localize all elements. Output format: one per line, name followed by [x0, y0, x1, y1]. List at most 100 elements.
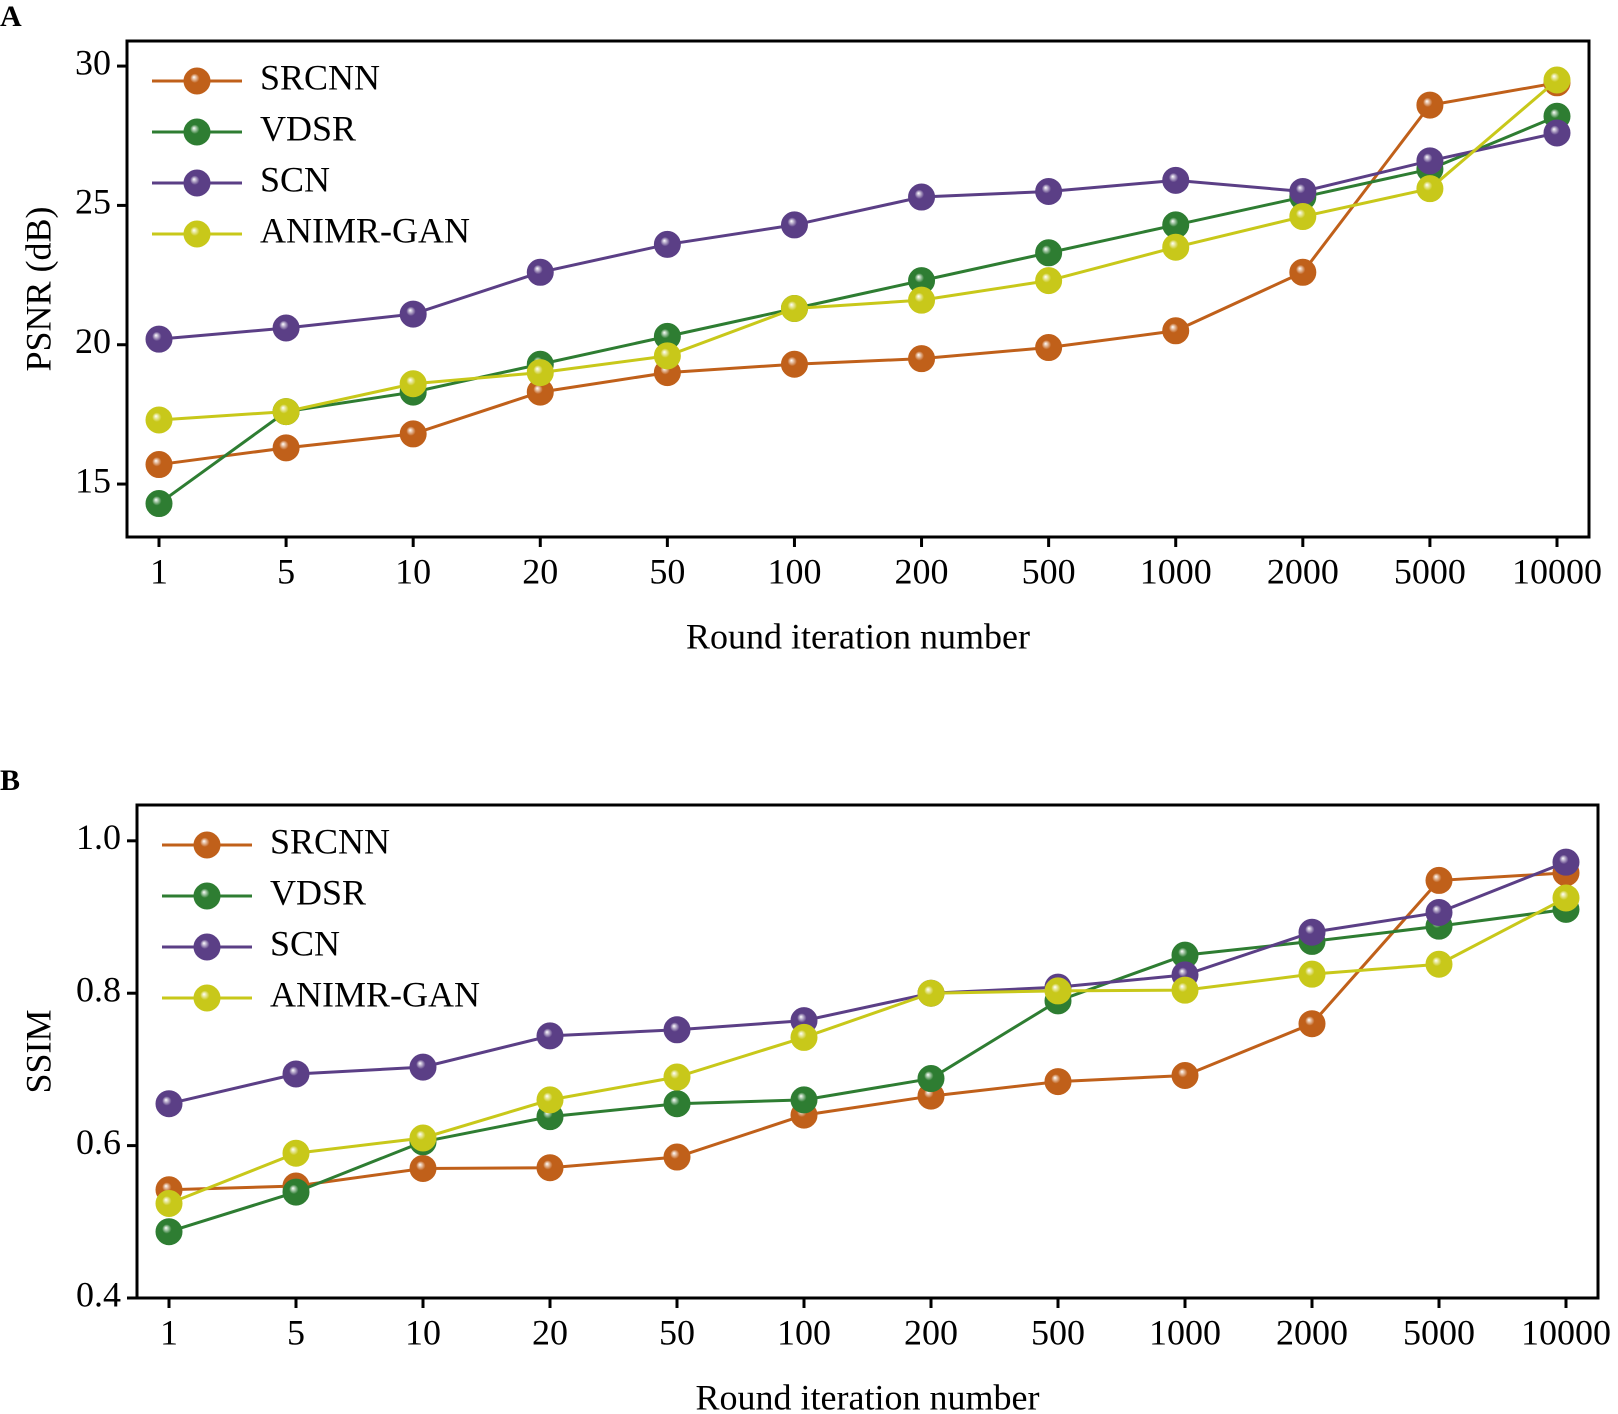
- y-tick-label: 15: [75, 460, 111, 500]
- legend-label: VDSR: [270, 872, 366, 912]
- y-tick-label: 30: [75, 42, 111, 82]
- marker: [1425, 866, 1453, 894]
- legend-marker: [183, 67, 211, 95]
- plot-frame: [135, 803, 1600, 1300]
- series-line: [158, 81, 1558, 467]
- marker: [780, 350, 808, 378]
- marker: [1425, 950, 1453, 978]
- marker: [1035, 267, 1063, 295]
- legend-label: SRCNN: [260, 57, 380, 97]
- marker: [409, 1124, 437, 1152]
- panel-label: A: [0, 0, 22, 33]
- marker: [917, 1065, 945, 1093]
- marker: [663, 1016, 691, 1044]
- marker: [1289, 177, 1317, 205]
- marker: [780, 295, 808, 323]
- marker: [282, 1060, 310, 1088]
- series-line: [168, 896, 1567, 1205]
- marker: [1171, 1062, 1199, 1090]
- plot-frame: [125, 39, 1591, 539]
- x-tick-label: 1000: [1149, 1312, 1221, 1352]
- marker: [1298, 1010, 1326, 1038]
- marker: [155, 1190, 183, 1218]
- marker: [917, 979, 945, 1007]
- series-line: [168, 860, 1567, 1106]
- marker: [1289, 203, 1317, 231]
- x-tick-label: 10: [405, 1312, 441, 1352]
- y-tick-label: 25: [75, 182, 111, 222]
- series-line: [158, 114, 1558, 505]
- marker: [282, 1139, 310, 1167]
- marker: [1416, 175, 1444, 203]
- legend-marker: [193, 933, 221, 961]
- marker: [1035, 239, 1063, 267]
- marker: [908, 286, 936, 314]
- marker: [1162, 166, 1190, 194]
- x-tick-label: 10000: [1512, 551, 1602, 591]
- marker: [282, 1178, 310, 1206]
- legend-marker: [183, 169, 211, 197]
- marker: [1171, 976, 1199, 1004]
- marker: [1162, 233, 1190, 261]
- x-tick-label: 1: [150, 551, 168, 591]
- legend-label: SRCNN: [270, 821, 390, 861]
- x-axis-label: Round iteration number: [696, 1377, 1040, 1414]
- x-tick-label: 10: [395, 551, 431, 591]
- x-tick-label: 200: [895, 551, 949, 591]
- x-tick-label: 2000: [1267, 551, 1339, 591]
- legend-label: VDSR: [260, 108, 356, 148]
- x-tick-label: 50: [649, 551, 685, 591]
- marker: [272, 434, 300, 462]
- x-tick-label: 5000: [1394, 551, 1466, 591]
- marker: [1552, 848, 1580, 876]
- marker: [1543, 66, 1571, 94]
- marker: [780, 211, 808, 239]
- x-tick-label: 5: [277, 551, 295, 591]
- marker: [409, 1053, 437, 1081]
- x-tick-label: 5: [287, 1312, 305, 1352]
- x-tick-label: 50: [659, 1312, 695, 1352]
- marker: [272, 314, 300, 342]
- y-tick-label: 1.0: [76, 817, 121, 857]
- marker: [1035, 177, 1063, 205]
- marker: [1425, 898, 1453, 926]
- marker: [1035, 334, 1063, 362]
- legend-label: ANIMR-GAN: [260, 210, 470, 250]
- marker: [790, 1086, 818, 1114]
- series-line: [158, 131, 1558, 341]
- marker: [145, 490, 173, 518]
- y-axis-label: SSIM: [18, 1009, 58, 1093]
- legend-label: SCN: [270, 923, 340, 963]
- marker: [399, 300, 427, 328]
- y-axis-label: PSNR (dB): [18, 206, 58, 371]
- series-line: [168, 907, 1567, 1234]
- x-tick-label: 20: [532, 1312, 568, 1352]
- marker: [1416, 91, 1444, 119]
- marker: [409, 1154, 437, 1182]
- x-tick-label: 100: [767, 551, 821, 591]
- x-tick-label: 1000: [1140, 551, 1212, 591]
- legend-marker: [183, 220, 211, 248]
- marker: [272, 398, 300, 426]
- marker: [653, 342, 681, 370]
- x-tick-label: 200: [904, 1312, 958, 1352]
- x-tick-label: 500: [1022, 551, 1076, 591]
- legend-marker: [183, 118, 211, 146]
- marker: [663, 1063, 691, 1091]
- legend-marker: [193, 984, 221, 1012]
- marker: [1298, 960, 1326, 988]
- marker: [1162, 317, 1190, 345]
- marker: [908, 345, 936, 373]
- x-tick-label: 2000: [1276, 1312, 1348, 1352]
- marker: [1552, 884, 1580, 912]
- marker: [536, 1154, 564, 1182]
- panel-label: B: [0, 764, 20, 797]
- legend-marker: [193, 831, 221, 859]
- x-tick-label: 5000: [1403, 1312, 1475, 1352]
- marker: [145, 325, 173, 353]
- marker: [526, 258, 554, 286]
- marker: [155, 1090, 183, 1118]
- marker: [145, 406, 173, 434]
- series-line: [158, 78, 1558, 422]
